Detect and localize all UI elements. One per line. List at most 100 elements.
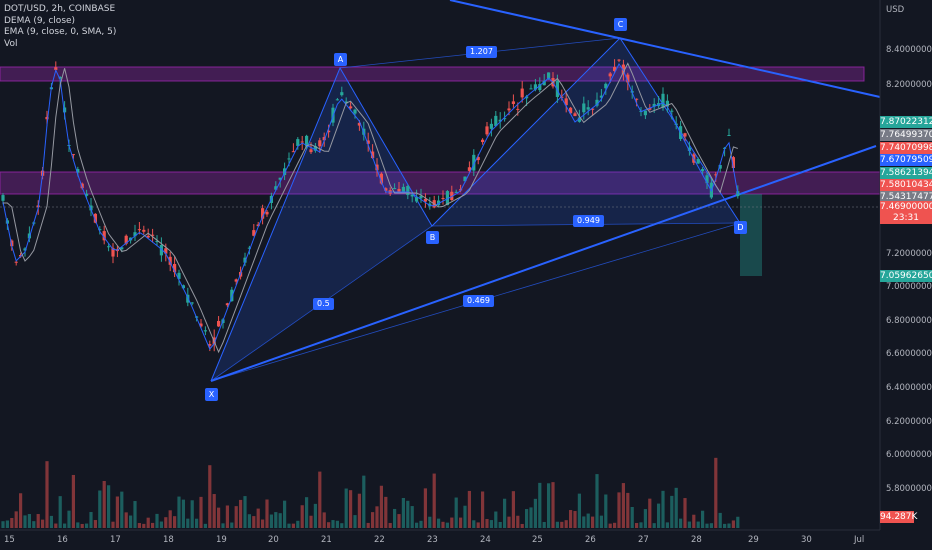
point-d-label[interactable]: D bbox=[734, 221, 747, 234]
candle-body bbox=[54, 67, 58, 70]
price-axis[interactable]: USD 8.40000000 8.20000000 7.20000000 7.0… bbox=[880, 0, 932, 530]
symbol-line[interactable]: DOT/USD, 2h, COINBASE bbox=[4, 4, 116, 14]
candle-body bbox=[652, 103, 656, 107]
volume-bar bbox=[657, 503, 661, 528]
candle-body bbox=[217, 320, 221, 327]
volume-bar bbox=[679, 518, 683, 528]
candle-body bbox=[525, 96, 529, 99]
point-x-label[interactable]: X bbox=[205, 388, 218, 401]
y-tick: 7.20000000 bbox=[886, 249, 932, 259]
volume-bar bbox=[256, 508, 260, 528]
candle-body bbox=[305, 135, 309, 147]
candle-body bbox=[111, 248, 115, 257]
point-a-label[interactable]: A bbox=[334, 53, 347, 66]
volume-bar bbox=[278, 513, 282, 528]
candle-body bbox=[520, 88, 524, 98]
candle-body bbox=[683, 133, 687, 137]
volume-bar bbox=[481, 491, 485, 528]
x-tick: 16 bbox=[57, 535, 68, 545]
candle-body bbox=[437, 200, 441, 206]
dema-legend[interactable]: DEMA (9, close) bbox=[4, 15, 76, 26]
volume-bar bbox=[102, 480, 106, 528]
descending-trendline[interactable] bbox=[449, 0, 881, 98]
candle-body bbox=[617, 59, 621, 61]
volume-bar bbox=[168, 510, 172, 528]
volume-bar bbox=[516, 515, 520, 528]
ratio-ac-label[interactable]: 1.207 bbox=[466, 46, 497, 58]
volume-bar bbox=[366, 522, 370, 528]
volume-bar bbox=[714, 457, 718, 528]
candle-body bbox=[415, 197, 419, 202]
volume-bar bbox=[265, 499, 269, 528]
ratio-bd-label[interactable]: 0.949 bbox=[573, 215, 604, 227]
candle-body bbox=[384, 188, 388, 191]
candle-body bbox=[472, 154, 476, 171]
volume-bar bbox=[115, 496, 119, 528]
y-tick: 8.40000000 bbox=[886, 45, 932, 55]
candle-body bbox=[731, 157, 735, 169]
ratio-xd-label[interactable]: 0.469 bbox=[463, 295, 494, 307]
point-b-label[interactable]: B bbox=[426, 231, 439, 244]
volume-bar bbox=[441, 521, 445, 528]
price-tag-target: 7.05962650 bbox=[880, 270, 932, 282]
volume-bar bbox=[476, 522, 480, 528]
point-c-label[interactable]: C bbox=[614, 18, 627, 31]
candle-body bbox=[274, 186, 278, 190]
volume-bar bbox=[445, 522, 449, 528]
ascending-trendline[interactable] bbox=[210, 145, 877, 382]
volume-bar bbox=[327, 522, 331, 528]
volume-bar bbox=[261, 519, 265, 528]
volume-bar bbox=[630, 506, 634, 528]
volume-bar bbox=[419, 520, 423, 528]
chart-legend: DOT/USD, 2h, COINBASE DEMA (9, close) EM… bbox=[4, 4, 116, 50]
volume-bar bbox=[731, 520, 735, 528]
candle-body bbox=[313, 146, 317, 151]
price-tag-zone-low: 7.54317477 bbox=[880, 191, 932, 203]
volume-bar bbox=[643, 509, 647, 528]
volume-bar bbox=[459, 517, 463, 528]
volume-legend[interactable]: Vol bbox=[4, 38, 18, 49]
volume-bar bbox=[384, 496, 388, 528]
ratio-xb-label[interactable]: 0.5 bbox=[313, 298, 334, 310]
volume-bar bbox=[5, 520, 9, 528]
time-axis[interactable]: 15 16 17 18 19 20 21 22 23 24 25 26 27 2… bbox=[0, 530, 880, 550]
ema-legend[interactable]: EMA (9, close, 0, SMA, 5) bbox=[4, 27, 117, 37]
volume-bar bbox=[608, 523, 612, 528]
candle-body bbox=[120, 247, 124, 250]
candle-body bbox=[494, 115, 498, 126]
volume-bar bbox=[520, 523, 524, 528]
pattern-xab bbox=[211, 68, 432, 381]
volume-bar bbox=[71, 474, 75, 528]
y-tick: 6.00000000 bbox=[886, 450, 932, 460]
volume-bar bbox=[353, 515, 357, 528]
candle-body bbox=[529, 88, 533, 90]
upper-zone bbox=[0, 66, 865, 82]
candle-body bbox=[696, 158, 700, 164]
volume-bar bbox=[305, 497, 309, 528]
candle-body bbox=[287, 158, 291, 160]
volume-bar bbox=[705, 523, 709, 528]
candle-body bbox=[701, 169, 705, 172]
candle-body bbox=[344, 101, 348, 104]
volume-bar bbox=[410, 506, 414, 528]
candle-body bbox=[309, 149, 313, 153]
volume-bar bbox=[230, 522, 234, 528]
volume-bar bbox=[190, 500, 194, 528]
candle-body bbox=[595, 99, 599, 106]
position-target-zone[interactable] bbox=[740, 194, 762, 276]
candle-body bbox=[265, 211, 269, 215]
volume-bar bbox=[661, 490, 665, 528]
volume-bar bbox=[736, 516, 740, 528]
volume-bar bbox=[573, 511, 577, 528]
volume-bar bbox=[234, 506, 238, 528]
price-tag-ema: 7.76499370 bbox=[880, 129, 932, 141]
candle-body bbox=[533, 84, 537, 90]
volume-bar bbox=[709, 523, 713, 528]
volume-bar bbox=[19, 493, 23, 528]
volume-bar bbox=[538, 482, 542, 528]
volume-bar bbox=[23, 515, 27, 528]
volume-bar bbox=[450, 517, 454, 528]
volume-bar bbox=[181, 499, 185, 528]
volume-bar bbox=[10, 517, 14, 528]
